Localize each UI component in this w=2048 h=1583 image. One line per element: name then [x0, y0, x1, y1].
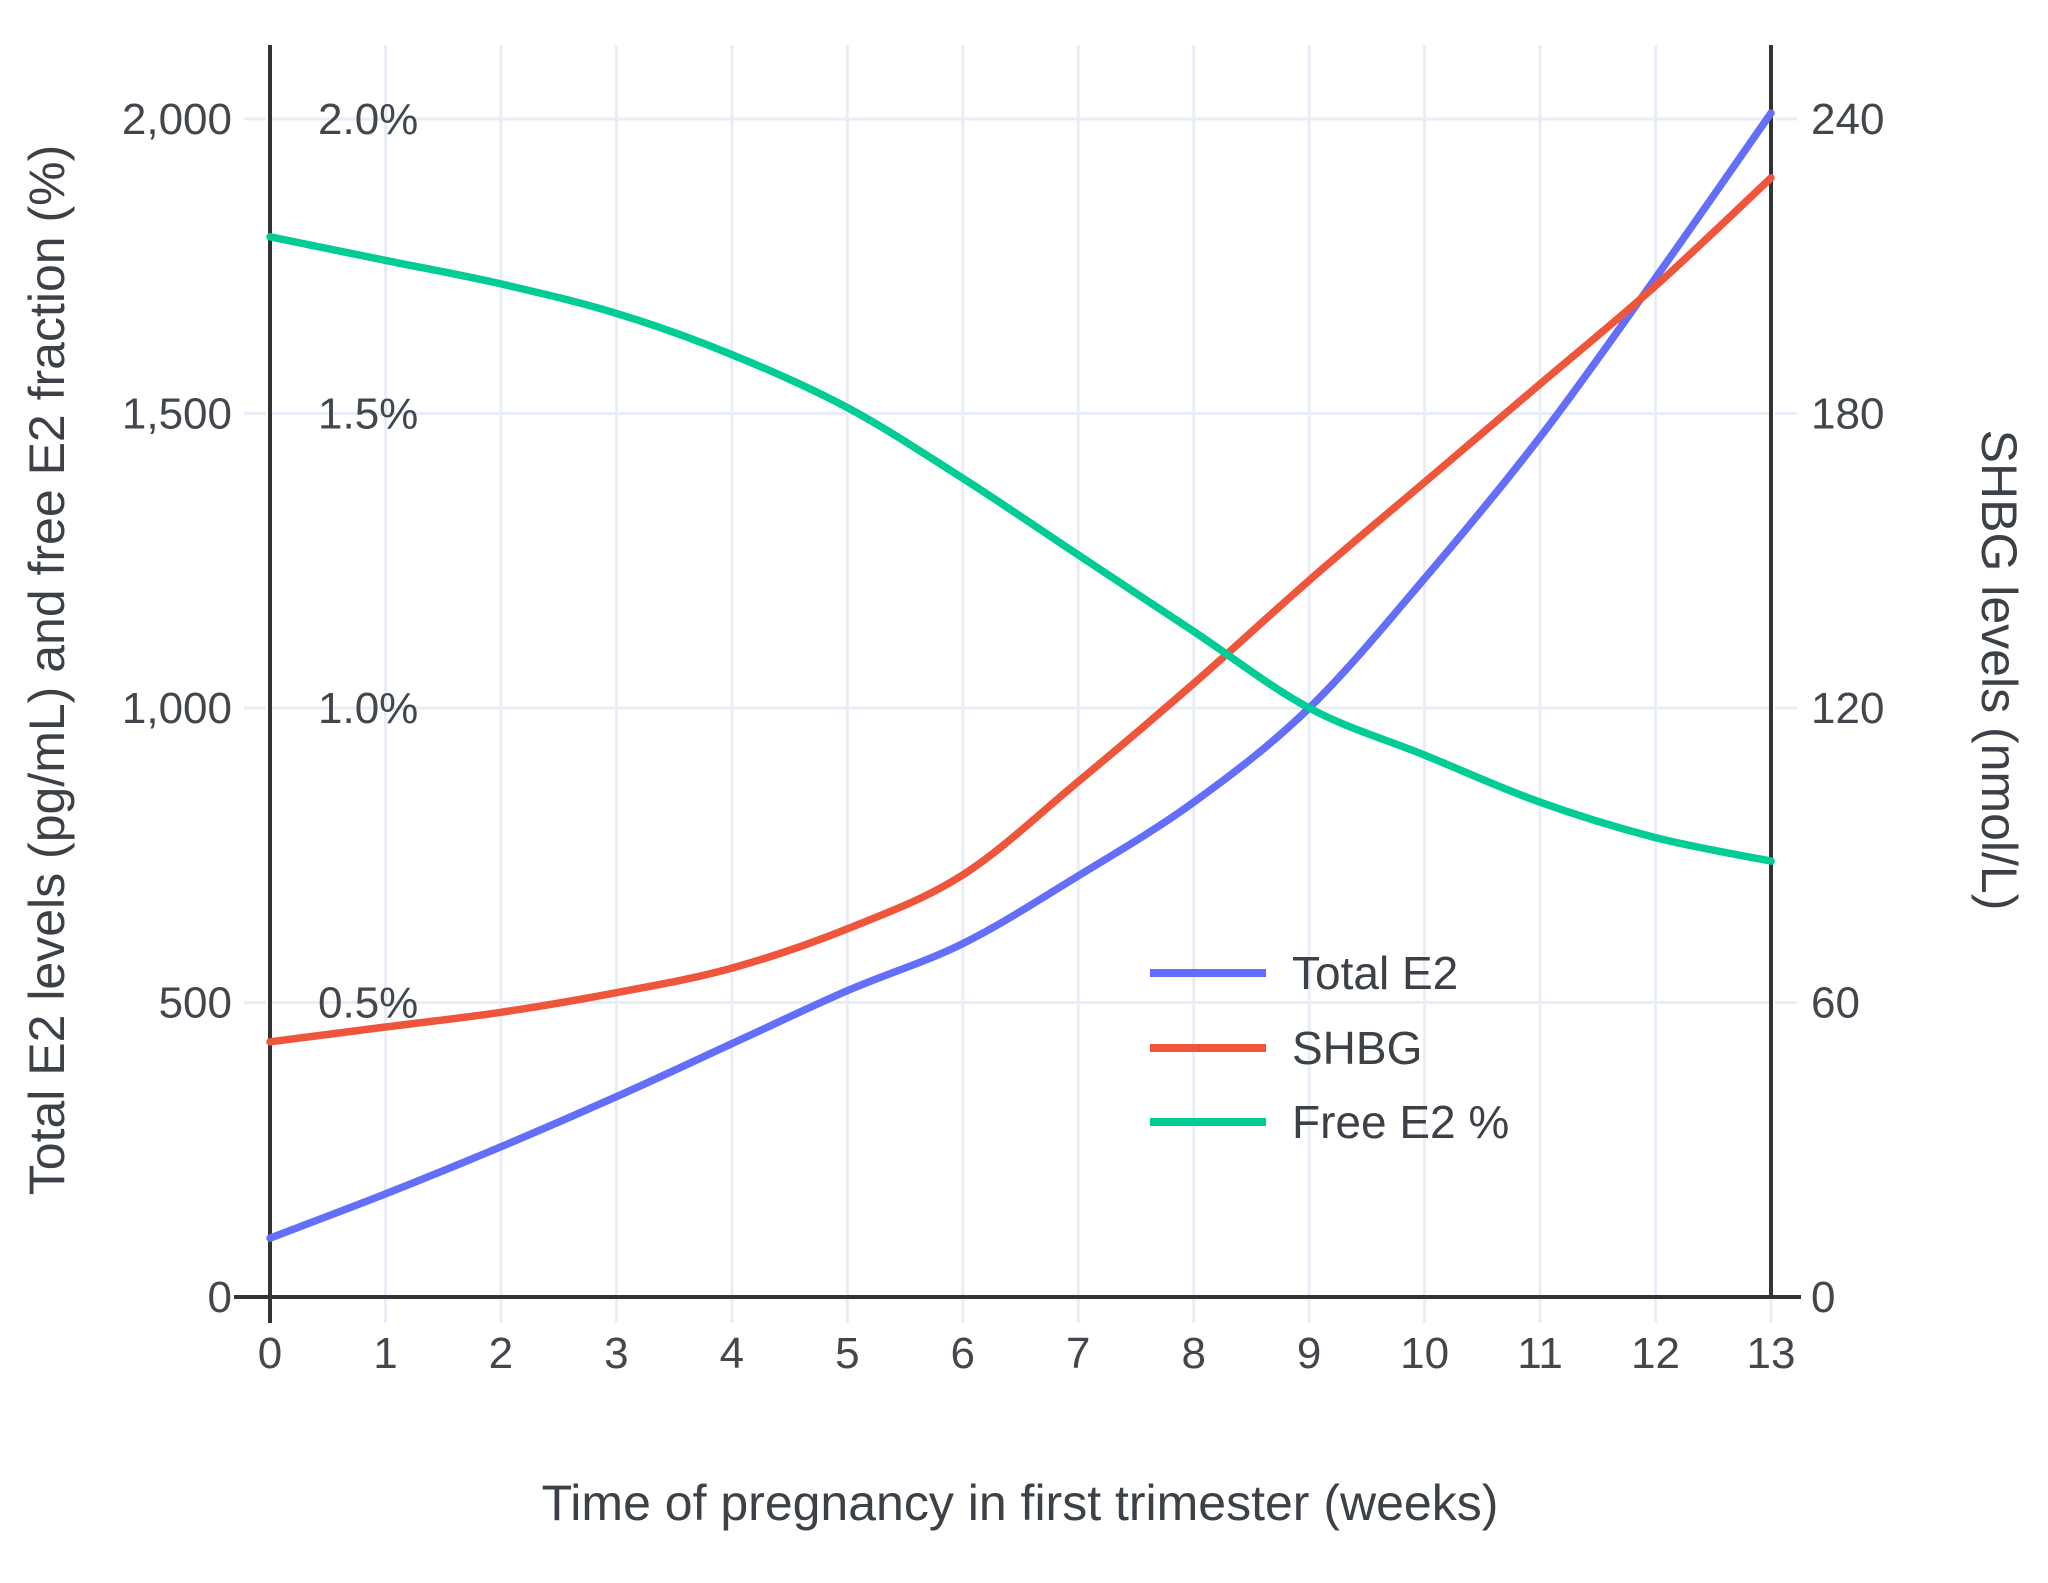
tick-labels: 2,000 2.0%1,500 1.5%1,000 1.0%500 0.5%024018…	[122, 95, 1885, 1378]
x-tick-label: 5	[835, 1329, 859, 1378]
left-y-tick-label: 1,500	[122, 390, 232, 439]
x-tick-label: 13	[1747, 1329, 1796, 1378]
x-tick-label: 7	[1066, 1329, 1090, 1378]
x-tick-label: 3	[604, 1329, 628, 1378]
series-lines	[266, 109, 1775, 1242]
right-y-tick-label: 240	[1811, 95, 1884, 144]
free-e2-line	[266, 233, 1775, 865]
axes	[234, 45, 1801, 1323]
x-tick-label: 2	[489, 1329, 513, 1378]
gridlines	[244, 45, 1797, 1323]
x-tick-label: 1	[373, 1329, 397, 1378]
left-y-axis-title: Total E2 levels (pg/mL) and free E2 frac…	[19, 145, 75, 1195]
left-y-tick-label: 500	[159, 979, 232, 1028]
left-y-tick-label: 0	[208, 1273, 232, 1322]
legend-item: SHBG	[1150, 1022, 1422, 1074]
x-tick-label: 10	[1400, 1329, 1449, 1378]
x-tick-label: 0	[258, 1329, 282, 1378]
x-tick-label: 8	[1181, 1329, 1205, 1378]
legend: Total E2 SHBG Free E2 %	[1150, 947, 1509, 1148]
left-y-percent-label: 1.5%	[318, 390, 418, 439]
x-tick-label: 4	[720, 1329, 744, 1378]
legend-label-total-e2: Total E2	[1292, 947, 1458, 999]
left-y-percent-label: 0.5%	[318, 979, 418, 1028]
shbg-line	[266, 174, 1775, 1046]
legend-label-free-e2: Free E2 %	[1292, 1096, 1509, 1148]
x-axis-title: Time of pregnancy in first trimester (we…	[542, 1475, 1499, 1531]
x-tick-label: 9	[1297, 1329, 1321, 1378]
legend-label-shbg: SHBG	[1292, 1022, 1422, 1074]
left-y-percent-label: 1.0%	[318, 684, 418, 733]
x-tick-label: 6	[951, 1329, 975, 1378]
x-tick-label: 11	[1517, 1329, 1563, 1378]
left-y-percent-label: 2.0%	[318, 95, 418, 144]
right-y-axis-title: SHBG levels (nmol/L)	[1971, 430, 2027, 911]
left-y-tick-label: 2,000	[122, 95, 232, 144]
total-e2-line	[266, 109, 1775, 1242]
x-tick-label: 12	[1631, 1329, 1680, 1378]
legend-item: Total E2	[1150, 947, 1458, 999]
right-y-tick-label: 180	[1811, 390, 1884, 439]
right-y-tick-label: 120	[1811, 684, 1884, 733]
legend-item: Free E2 %	[1150, 1096, 1509, 1148]
right-y-tick-label: 0	[1811, 1273, 1835, 1322]
left-y-tick-label: 1,000	[122, 684, 232, 733]
right-y-tick-label: 60	[1811, 979, 1860, 1028]
